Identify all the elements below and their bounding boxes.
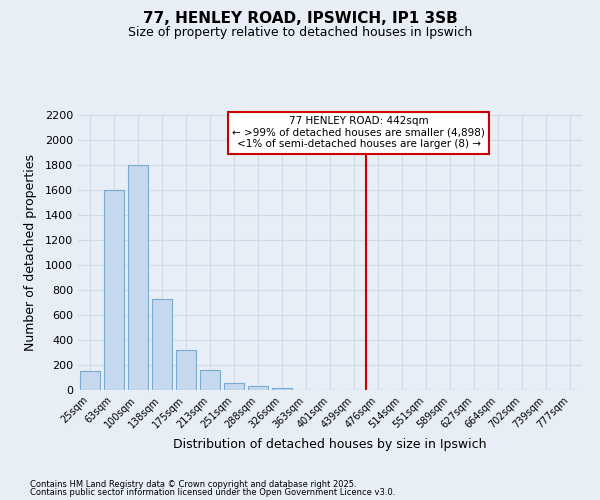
Bar <box>200 370 220 390</box>
Text: Contains public sector information licensed under the Open Government Licence v3: Contains public sector information licen… <box>30 488 395 497</box>
Bar <box>176 350 196 390</box>
Bar <box>152 298 172 390</box>
Y-axis label: Number of detached properties: Number of detached properties <box>23 154 37 351</box>
Bar <box>248 386 268 390</box>
Bar <box>272 388 292 390</box>
Bar <box>104 190 124 390</box>
Text: Contains HM Land Registry data © Crown copyright and database right 2025.: Contains HM Land Registry data © Crown c… <box>30 480 356 489</box>
Text: Size of property relative to detached houses in Ipswich: Size of property relative to detached ho… <box>128 26 472 39</box>
Text: 77 HENLEY ROAD: 442sqm
← >99% of detached houses are smaller (4,898)
<1% of semi: 77 HENLEY ROAD: 442sqm ← >99% of detache… <box>232 116 485 150</box>
X-axis label: Distribution of detached houses by size in Ipswich: Distribution of detached houses by size … <box>173 438 487 451</box>
Bar <box>224 383 244 390</box>
Bar <box>128 165 148 390</box>
Bar <box>80 370 100 390</box>
Text: 77, HENLEY ROAD, IPSWICH, IP1 3SB: 77, HENLEY ROAD, IPSWICH, IP1 3SB <box>143 11 457 26</box>
